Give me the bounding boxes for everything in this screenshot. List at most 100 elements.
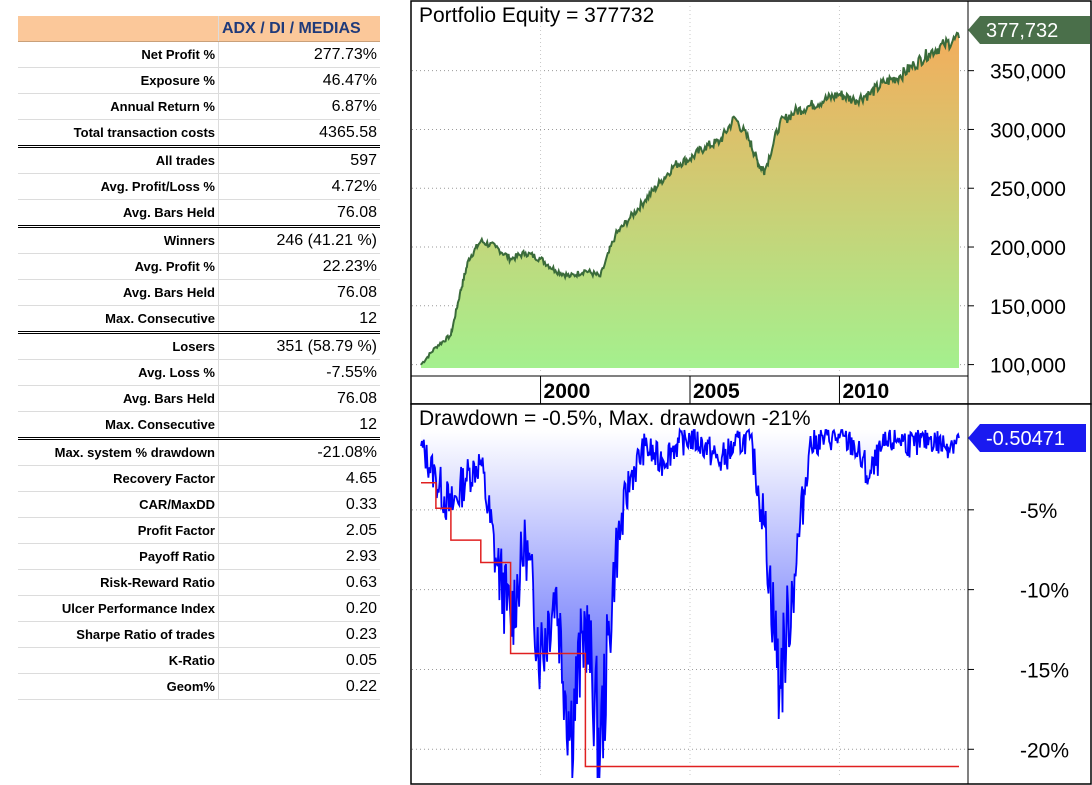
- stats-value: 76.08: [218, 279, 380, 306]
- stats-label: Ulcer Performance Index: [18, 595, 219, 622]
- stats-row: Avg. Bars Held 76.08: [18, 199, 380, 227]
- stats-row: CAR/MaxDD 0.33: [18, 491, 380, 518]
- stats-label: Annual Return %: [18, 93, 219, 120]
- stats-label: Avg. Bars Held: [18, 199, 219, 227]
- equity-title: Portfolio Equity = 377732: [419, 4, 654, 27]
- stats-value: 0.33: [218, 491, 380, 518]
- stats-row: Total transaction costs 4365.58: [18, 119, 380, 147]
- stats-label: Payoff Ratio: [18, 543, 219, 570]
- stats-value: 22.23%: [218, 253, 380, 280]
- equity-y-tick-label: 250,000: [990, 178, 1066, 201]
- stats-value: -21.08%: [218, 437, 380, 466]
- stats-label: Max. Consecutive: [18, 305, 219, 333]
- stats-value: 4.65: [218, 465, 380, 492]
- stats-value: 2.93: [218, 543, 380, 570]
- stats-label: Recovery Factor: [18, 465, 219, 492]
- drawdown-title: Drawdown = -0.5%, Max. drawdown -21%: [419, 407, 811, 430]
- stats-header-title: ADX / DI / MEDIAS: [218, 16, 380, 42]
- stats-value: 246 (41.21 %): [218, 225, 380, 254]
- stats-row: Net Profit % 277.73%: [18, 41, 380, 68]
- stats-label: Losers: [18, 331, 219, 360]
- stats-value: 12: [218, 411, 380, 439]
- stats-row: Avg. Profit % 22.23%: [18, 253, 380, 280]
- stats-value: 46.47%: [218, 67, 380, 94]
- stats-row: Exposure % 46.47%: [18, 67, 380, 94]
- max-drawdown-line: [421, 481, 959, 768]
- stats-label: Profit Factor: [18, 517, 219, 544]
- stats-label: Sharpe Ratio of trades: [18, 621, 219, 648]
- stats-header-blank: [18, 16, 219, 42]
- stats-value: -7.55%: [218, 359, 380, 386]
- stats-row: Avg. Profit/Loss % 4.72%: [18, 173, 380, 200]
- stats-row: All trades 597: [18, 145, 380, 174]
- stats-row: Winners 246 (41.21 %): [18, 225, 380, 254]
- drawdown-last-value-tag: -0.50471: [968, 424, 1086, 452]
- stats-row: Max. Consecutive 12: [18, 305, 380, 333]
- stats-row: Avg. Bars Held 76.08: [18, 279, 380, 306]
- stats-row: Ulcer Performance Index 0.20: [18, 595, 380, 622]
- stats-label: Avg. Profit %: [18, 253, 219, 280]
- equity-x-tick-label: 2010: [842, 380, 889, 403]
- equity-area: [421, 32, 959, 369]
- stats-label: Avg. Bars Held: [18, 279, 219, 306]
- stats-row: Avg. Loss % -7.55%: [18, 359, 380, 386]
- stats-row: Payoff Ratio 2.93: [18, 543, 380, 570]
- stats-value: 4365.58: [218, 119, 380, 147]
- stats-label: CAR/MaxDD: [18, 491, 219, 518]
- stats-value: 2.05: [218, 517, 380, 544]
- stats-label: Risk-Reward Ratio: [18, 569, 219, 596]
- drawdown-y-tick-label: -10%: [1020, 580, 1069, 603]
- stats-header-row: ADX / DI / MEDIAS: [18, 16, 380, 42]
- stats-label: Avg. Loss %: [18, 359, 219, 386]
- stats-value: 4.72%: [218, 173, 380, 200]
- drawdown-y-tick-label: -15%: [1020, 659, 1069, 682]
- equity-line: [420, 31, 960, 366]
- stats-label: Geom%: [18, 673, 219, 700]
- stats-row: Avg. Bars Held 76.08: [18, 385, 380, 412]
- equity-last-value-tag: 377,732: [968, 16, 1090, 44]
- drawdown-y-tick-label: -20%: [1020, 739, 1069, 762]
- stats-row: K-Ratio 0.05: [18, 647, 380, 674]
- drawdown-y-tick-label: -5%: [1020, 500, 1057, 523]
- stats-row: Max. system % drawdown -21.08%: [18, 437, 380, 466]
- stats-value: 277.73%: [218, 41, 380, 68]
- drawdown-area: [421, 430, 959, 778]
- equity-y-tick-label: 350,000: [990, 61, 1066, 84]
- stats-value: 351 (58.79 %): [218, 331, 380, 360]
- equity-y-tick-label: 300,000: [990, 119, 1066, 142]
- stats-value: 0.05: [218, 647, 380, 674]
- stats-value: 0.22: [218, 673, 380, 700]
- equity-x-tick-label: 2000: [544, 380, 591, 403]
- stats-value: 0.23: [218, 621, 380, 648]
- stats-label: K-Ratio: [18, 647, 219, 674]
- stats-row: Geom% 0.22: [18, 673, 380, 700]
- stats-value: 76.08: [218, 385, 380, 412]
- stats-value: 0.63: [218, 569, 380, 596]
- stats-row: Sharpe Ratio of trades 0.23: [18, 621, 380, 648]
- stats-value: 597: [218, 145, 380, 174]
- stats-label: Exposure %: [18, 67, 219, 94]
- equity-last-value: 377,732: [986, 20, 1058, 42]
- stats-label: Net Profit %: [18, 41, 219, 68]
- stats-value: 0.20: [218, 595, 380, 622]
- equity-y-tick-label: 100,000: [990, 355, 1066, 378]
- stats-label: Avg. Bars Held: [18, 385, 219, 412]
- drawdown-last-value: -0.50471: [986, 428, 1065, 450]
- stats-label: Avg. Profit/Loss %: [18, 173, 219, 200]
- stats-label: Max. system % drawdown: [18, 437, 219, 466]
- stats-row: Losers 351 (58.79 %): [18, 331, 380, 360]
- stats-label: Winners: [18, 225, 219, 254]
- stats-row: Recovery Factor 4.65: [18, 465, 380, 492]
- stats-value: 12: [218, 305, 380, 333]
- stats-label: All trades: [18, 145, 219, 174]
- stats-row: Risk-Reward Ratio 0.63: [18, 569, 380, 596]
- stats-table: ADX / DI / MEDIAS Net Profit % 277.73% Expo…: [18, 16, 380, 700]
- stats-row: Profit Factor 2.05: [18, 517, 380, 544]
- stats-row: Max. Consecutive 12: [18, 411, 380, 439]
- stats-value: 6.87%: [218, 93, 380, 120]
- stats-row: Annual Return % 6.87%: [18, 93, 380, 120]
- equity-x-tick-label: 2005: [693, 380, 740, 403]
- equity-y-tick-label: 200,000: [990, 237, 1066, 260]
- equity-y-tick-label: 150,000: [990, 296, 1066, 319]
